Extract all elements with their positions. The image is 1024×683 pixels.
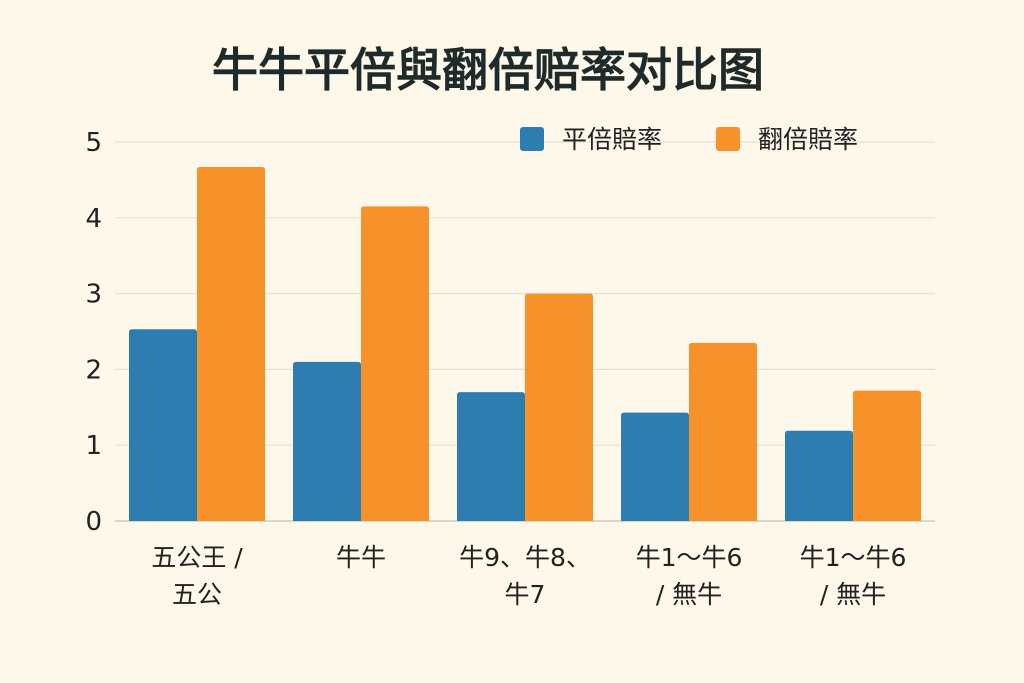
legend-swatch-series2: [716, 127, 740, 151]
bar-series1-cat4: [621, 412, 689, 521]
x-category-label-2: 牛牛: [336, 543, 386, 572]
y-tick-label-0: 0: [85, 507, 102, 537]
bar-series1-cat3: [457, 392, 525, 521]
y-tick-label-4: 4: [85, 204, 102, 234]
bar-series2-cat5: [853, 390, 921, 521]
y-tick-label-5: 5: [85, 128, 102, 158]
bar-series2-cat3: [525, 293, 593, 521]
bars: [129, 167, 921, 521]
bar-series2-cat4: [689, 342, 757, 521]
x-category-label-4: 牛1～牛6/ 無牛: [636, 543, 743, 609]
legend-label-series2: 翻倍賠率: [758, 125, 858, 154]
bar-series2-cat1: [197, 167, 265, 521]
bar-series2-cat2: [361, 206, 429, 521]
x-category-label-1: 五公王 /五公: [151, 543, 243, 609]
bar-series1-cat2: [293, 361, 361, 521]
bar-series1-cat1: [129, 329, 197, 521]
y-axis-ticks: 0 1 2 3 4 5: [85, 128, 102, 537]
chart-title: 牛牛平倍與翻倍赔率对比图: [212, 43, 764, 97]
y-tick-label-2: 2: [85, 355, 102, 385]
legend-label-series1: 平倍賠率: [562, 125, 662, 154]
y-tick-label-1: 1: [85, 431, 102, 461]
legend: 平倍賠率 翻倍賠率: [520, 125, 858, 154]
x-category-label-3: 牛9、牛8、牛7: [459, 543, 591, 609]
bar-series1-cat5: [785, 430, 853, 521]
y-tick-label-3: 3: [85, 280, 102, 310]
legend-swatch-series1: [520, 127, 544, 151]
x-category-label-5: 牛1～牛6/ 無牛: [800, 543, 907, 609]
